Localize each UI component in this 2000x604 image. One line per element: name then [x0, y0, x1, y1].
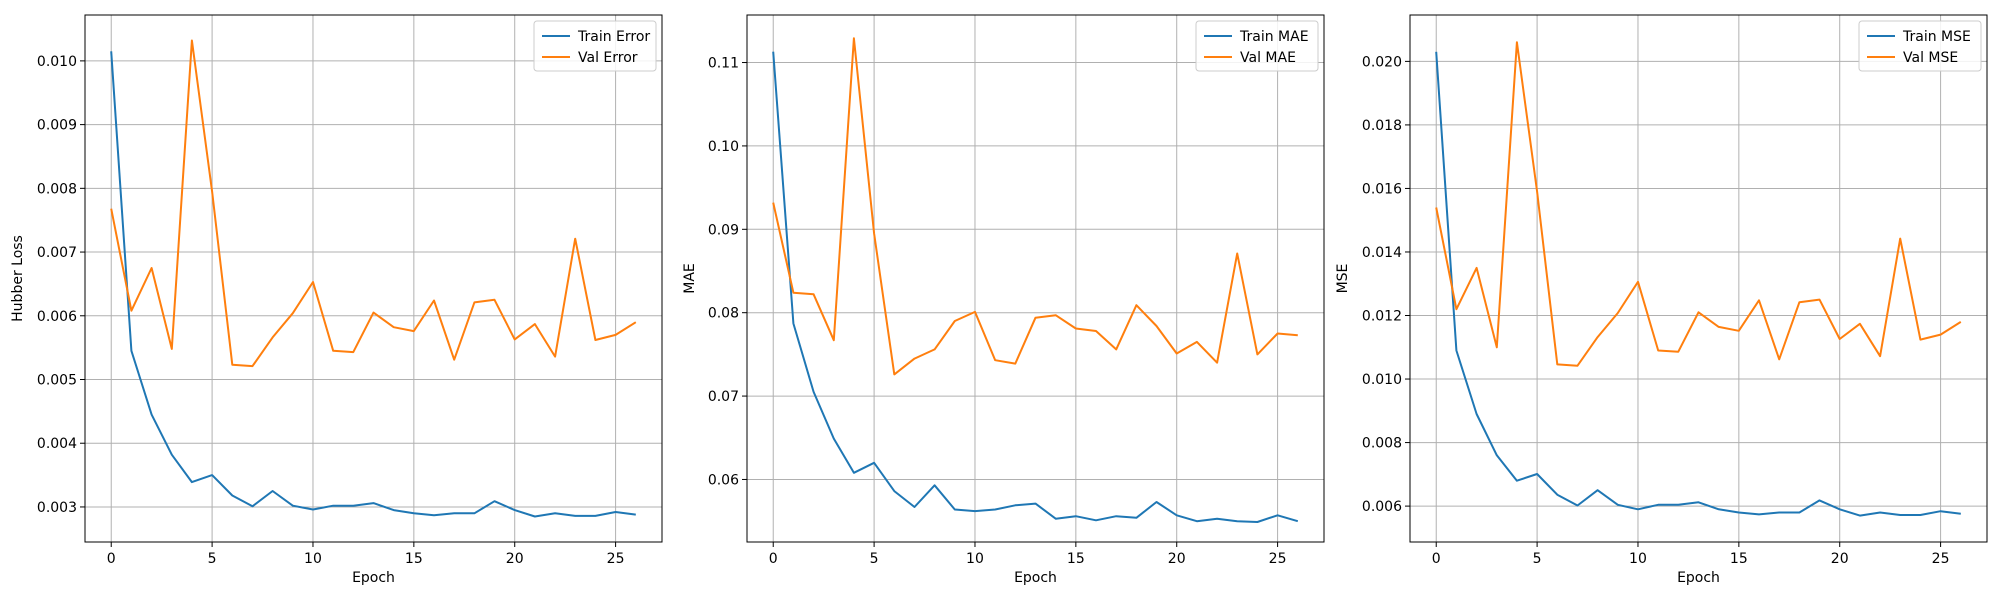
chart-panel-1: 0 5 10 15 20 25 0.003 0.004 0.005 0.006 0.007 0.008…: [10, 14, 663, 586]
y-tick-label: 0.014: [1362, 245, 1402, 261]
axes-frame: [746, 14, 1325, 543]
series-line-val-error: [110, 39, 637, 368]
legend-entry: Train Error: [577, 29, 650, 45]
legend: Train Error Val Error: [533, 20, 657, 72]
x-tick-label: 10: [1629, 551, 1647, 567]
y-tick-label: 0.005: [37, 373, 77, 389]
x-tick-label: 0: [107, 551, 116, 567]
y-tick-label: 0.008: [37, 181, 77, 197]
y-axis-label: Hubber Loss: [10, 235, 26, 322]
x-tick-label: 20: [506, 551, 524, 567]
y-tick-label: 0.08: [708, 306, 739, 322]
y-tick-label: 0.004: [37, 436, 77, 452]
x-tick-label: 25: [1932, 551, 1950, 567]
y-tick-label: 0.06: [708, 472, 739, 488]
y-tick-label: 0.008: [1362, 436, 1402, 452]
y-tick-label: 0.012: [1362, 309, 1402, 325]
y-axis-label: MAE: [682, 263, 698, 294]
legend-box: [533, 20, 657, 72]
series-line-train-error: [110, 51, 636, 518]
y-axis-label: MSE: [1335, 264, 1351, 294]
y-tick-label: 0.10: [708, 139, 739, 155]
legend-entry: Train MSE: [1902, 29, 1971, 45]
chart-panel-3: 0 5 10 15 20 25 0.006 0.008 0.010 0.012 0.014 0.016…: [1335, 14, 1988, 586]
y-tick-label: 0.009: [37, 118, 77, 134]
x-tick-label: 25: [1269, 551, 1287, 567]
x-tick-label: 5: [1533, 551, 1542, 567]
x-tick-label: 0: [769, 551, 778, 567]
y-tick-label: 0.11: [708, 56, 739, 72]
y-tick-label: 0.010: [1362, 372, 1402, 388]
x-tick-label: 15: [1730, 551, 1748, 567]
legend-entry: Train MAE: [1239, 29, 1309, 45]
x-tick-label: 10: [304, 551, 322, 567]
series-line-val-mse: [1435, 41, 1962, 367]
y-tick-label: 0.07: [708, 389, 739, 405]
y-tick-label: 0.006: [37, 309, 77, 325]
x-tick-label: 25: [607, 551, 625, 567]
y-tick-label: 0.09: [708, 222, 739, 238]
x-tick-label: 15: [405, 551, 423, 567]
x-tick-label: 20: [1831, 551, 1849, 567]
x-tick-label: 20: [1168, 551, 1186, 567]
x-tick-label: 5: [208, 551, 217, 567]
x-tick-label: 10: [966, 551, 984, 567]
y-tick-label: 0.007: [37, 245, 77, 261]
legend-box: [1195, 20, 1319, 72]
series-line-val-mae: [772, 37, 1298, 376]
x-axis-label: Epoch: [1677, 570, 1720, 586]
x-tick-label: 0: [1432, 551, 1441, 567]
x-axis-label: Epoch: [1014, 570, 1057, 586]
series-line-train-mae: [772, 51, 1299, 523]
series-line-train-mse: [1435, 51, 1961, 517]
legend: Train MSE Val MSE: [1858, 20, 1982, 72]
y-tick-label: 0.020: [1362, 54, 1402, 70]
legend-entry: Val MAE: [1240, 50, 1296, 66]
axes-frame: [84, 14, 663, 543]
y-tick-label: 0.018: [1362, 118, 1402, 134]
x-tick-label: 15: [1067, 551, 1085, 567]
y-tick-label: 0.010: [37, 54, 77, 70]
x-axis-label: Epoch: [352, 570, 395, 586]
y-tick-label: 0.006: [1362, 499, 1402, 515]
chart-panel-2: 0 5 10 15 20 25 0.06 0.07 0.08 0.09 0.10 0.11 Epoch M…: [682, 14, 1325, 586]
y-tick-label: 0.003: [37, 500, 77, 516]
y-tick-label: 0.016: [1362, 181, 1402, 197]
axes-frame: [1409, 14, 1988, 543]
legend-entry: Val MSE: [1903, 50, 1958, 66]
x-tick-label: 5: [870, 551, 879, 567]
legend-entry: Val Error: [578, 50, 638, 66]
legend: Train MAE Val MAE: [1195, 20, 1319, 72]
legend-box: [1858, 20, 1982, 72]
